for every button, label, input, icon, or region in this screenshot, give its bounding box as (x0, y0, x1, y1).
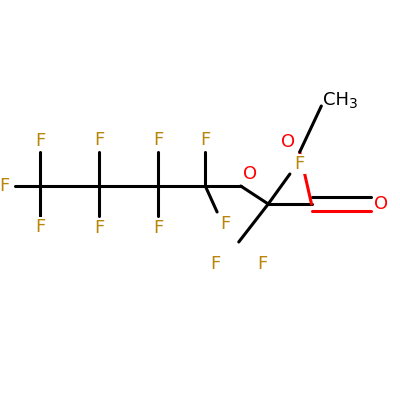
Text: F: F (0, 177, 10, 195)
Text: F: F (153, 219, 163, 237)
Text: F: F (210, 255, 220, 273)
Text: F: F (200, 131, 210, 149)
Text: F: F (257, 255, 268, 273)
Text: F: F (220, 215, 230, 233)
Text: 3: 3 (349, 97, 358, 111)
Text: F: F (35, 132, 45, 150)
Text: F: F (294, 155, 305, 173)
Text: F: F (35, 218, 45, 236)
Text: O: O (244, 165, 258, 183)
Text: O: O (281, 133, 295, 151)
Text: F: F (218, 215, 228, 233)
Text: F: F (153, 131, 163, 149)
Text: CH: CH (323, 91, 349, 109)
Text: O: O (374, 195, 388, 213)
Text: F: F (94, 131, 104, 149)
Text: F: F (94, 219, 104, 237)
